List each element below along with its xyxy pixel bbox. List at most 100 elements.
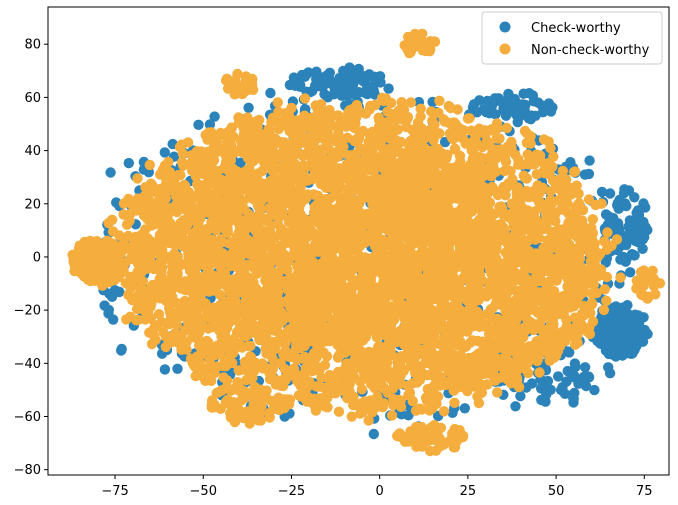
scatter-point [155, 228, 167, 239]
scatter-point [147, 236, 158, 248]
scatter-point [427, 129, 438, 140]
scatter-point [342, 183, 354, 195]
scatter-point [167, 175, 178, 186]
scatter-point [333, 81, 344, 92]
scatter-point [388, 393, 399, 405]
scatter-point [159, 147, 170, 158]
scatter-point [292, 375, 303, 386]
scatter-point [172, 298, 183, 309]
scatter-point [625, 267, 636, 278]
scatter-point [221, 137, 233, 148]
scatter-point [204, 346, 215, 357]
scatter-point [123, 193, 134, 205]
scatter-point [190, 361, 201, 372]
scatter-point [299, 368, 311, 379]
scatter-point [479, 170, 490, 181]
scatter-point [337, 371, 348, 382]
scatter-point [265, 159, 276, 170]
scatter-point [247, 221, 258, 232]
scatter-point [173, 337, 184, 349]
scatter-point [596, 198, 607, 209]
scatter-point [325, 182, 336, 193]
scatter-point [292, 338, 303, 349]
scatter-point [370, 99, 381, 111]
scatter-point [553, 371, 564, 382]
scatter-point [368, 428, 379, 440]
scatter-point [521, 127, 532, 139]
scatter-point [131, 303, 143, 315]
scatter-point [300, 117, 311, 128]
scatter-point [405, 160, 416, 171]
scatter-point [291, 234, 303, 246]
scatter-point [359, 146, 370, 157]
scatter-point [312, 103, 323, 115]
scatter-point [114, 230, 125, 241]
scatter-point [132, 240, 143, 251]
scatter-point [617, 350, 628, 361]
scatter-point [299, 351, 310, 363]
scatter-point [633, 317, 645, 329]
scatter-point [415, 111, 426, 122]
scatter-point [187, 332, 198, 343]
scatter-point [125, 311, 136, 322]
scatter-point [387, 131, 399, 143]
scatter-point [109, 285, 121, 296]
scatter-point [303, 231, 314, 242]
scatter-point [216, 237, 227, 248]
scatter-point [307, 174, 318, 185]
scatter-point [372, 156, 383, 167]
scatter-point [619, 198, 631, 209]
scatter-point [297, 167, 309, 179]
scatter-point [275, 333, 287, 344]
scatter-point [344, 150, 356, 161]
scatter-point [239, 127, 250, 139]
scatter-point [444, 128, 456, 139]
scatter-point [369, 71, 381, 83]
scatter-point [132, 173, 143, 184]
scatter-point [233, 194, 245, 206]
scatter-point [527, 90, 539, 101]
scatter-point [163, 156, 174, 168]
scatter-point [183, 212, 194, 224]
scatter-point [284, 398, 295, 410]
scatter-point [291, 354, 302, 365]
scatter-point [346, 104, 358, 115]
scatter-point [123, 157, 134, 169]
scatter-point [487, 125, 499, 136]
scatter-point [460, 137, 471, 148]
scatter-point [565, 157, 576, 168]
scatter-point [510, 401, 521, 412]
scatter-point [266, 340, 277, 351]
scatter-point [156, 317, 168, 328]
scatter-point [105, 167, 116, 178]
scatter-point [342, 114, 354, 126]
scatter-point [449, 143, 461, 154]
scatter-point [147, 186, 158, 197]
scatter-point [607, 349, 618, 360]
scatter-point [160, 295, 171, 306]
scatter-point [602, 227, 613, 238]
scatter-point [135, 255, 146, 266]
scatter-point [176, 283, 187, 294]
scatter-point [196, 349, 207, 360]
scatter-point [386, 410, 398, 421]
scatter-point [214, 129, 225, 140]
scatter-point [605, 325, 617, 336]
scatter-point [281, 237, 292, 248]
scatter-point [264, 128, 275, 139]
scatter-point [140, 224, 151, 235]
scatter-point [611, 234, 623, 245]
scatter-point [251, 121, 262, 132]
scatter-point [118, 209, 129, 220]
scatter-point [149, 203, 160, 214]
scatter-point [290, 120, 301, 132]
scatter-point [327, 154, 338, 165]
scatter-point [534, 367, 545, 378]
scatter-point [487, 146, 498, 157]
scatter-point [181, 344, 192, 355]
scatter-point [612, 197, 623, 209]
scatter-point [620, 256, 631, 267]
scatter-point [615, 272, 626, 283]
scatter-point [238, 245, 249, 256]
scatter-point [283, 256, 294, 267]
